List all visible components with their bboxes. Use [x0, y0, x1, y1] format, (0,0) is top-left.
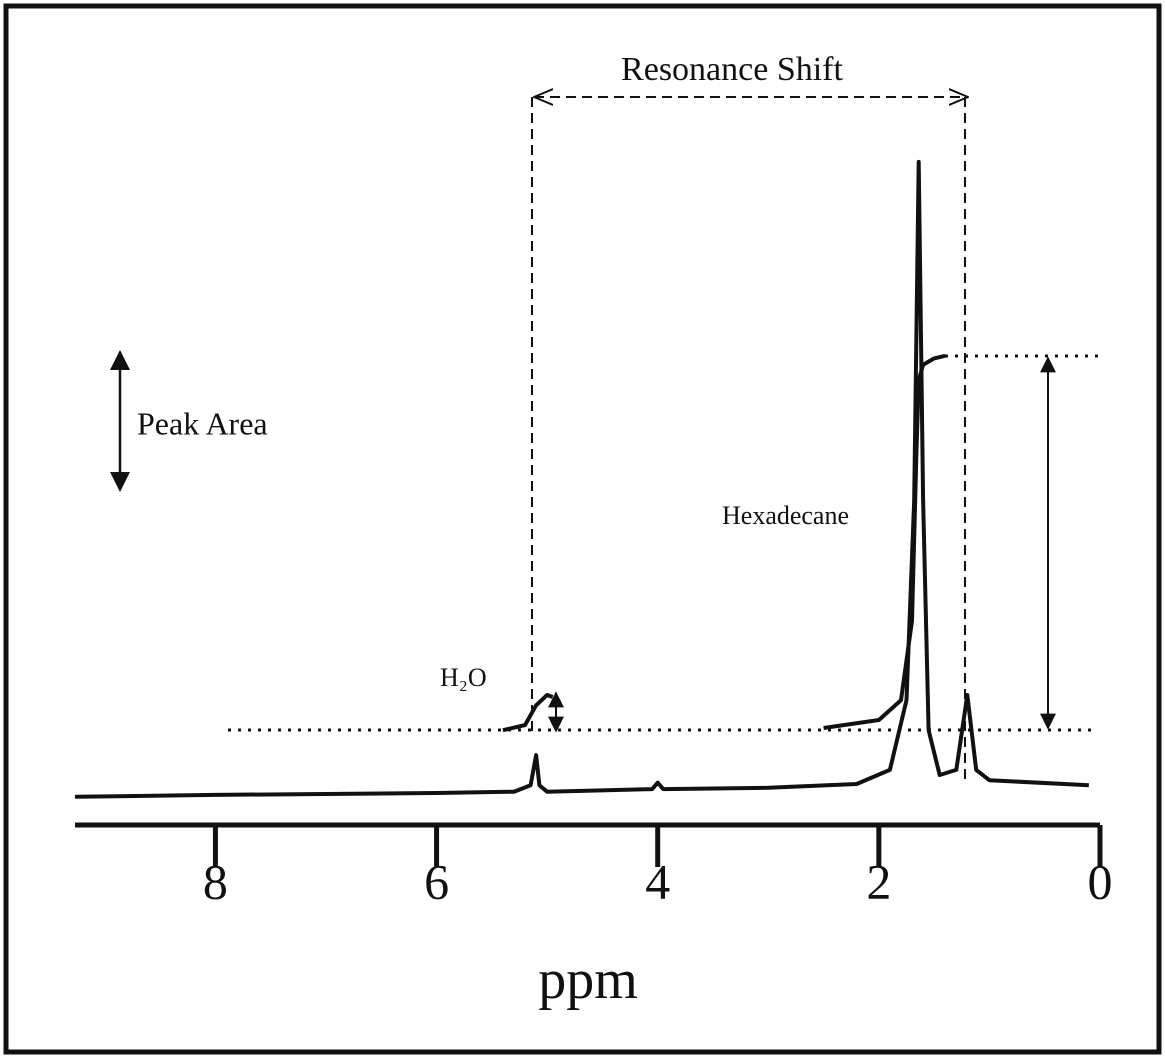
- x-tick-label: 4: [645, 853, 670, 909]
- spectrum-line: [823, 353, 946, 730]
- frame: [3, 3, 1162, 1055]
- x-tick-label: 2: [866, 853, 891, 909]
- annotation: Resonance Shift: [621, 51, 843, 88]
- x-tick-label: 8: [203, 853, 228, 909]
- spectrum-line: [74, 159, 1090, 799]
- annotation: H₂O: [440, 663, 487, 692]
- spectrum-line: [502, 693, 554, 733]
- x-tick-label: 6: [424, 853, 449, 909]
- x-axis-title: ppm: [538, 949, 638, 1011]
- annotation: Peak Area: [137, 405, 268, 441]
- annotation: Hexadecane: [722, 501, 849, 530]
- x-tick-label: 0: [1088, 853, 1113, 909]
